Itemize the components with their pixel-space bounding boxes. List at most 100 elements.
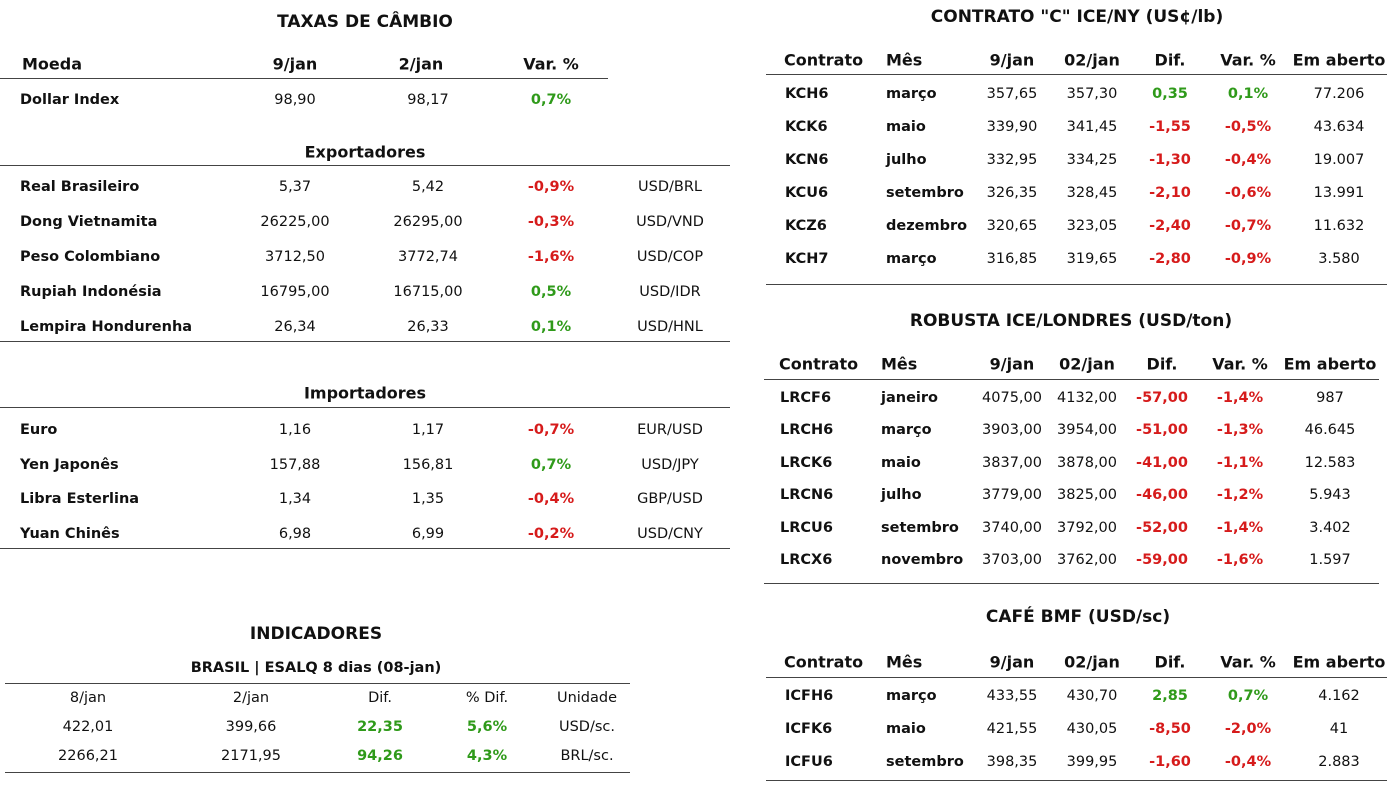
cell: USD/IDR xyxy=(639,284,701,300)
column-header: 9/jan xyxy=(989,50,1035,70)
cell: 156,81 xyxy=(402,456,454,473)
row-label: Dollar Index xyxy=(20,92,120,108)
cell: maio xyxy=(881,454,921,471)
cell: 422,01 xyxy=(62,719,114,735)
cell: março xyxy=(886,688,937,704)
cell: 19.007 xyxy=(1313,152,1365,168)
cell: janeiro xyxy=(881,390,938,406)
row-label: LRCX6 xyxy=(780,552,833,568)
row-label: Rupiah Indonésia xyxy=(20,284,162,300)
cell: maio xyxy=(886,721,926,737)
row-label: Libra Esterlina xyxy=(20,491,140,507)
cell: março xyxy=(886,86,937,102)
cell: -41,00 xyxy=(1136,454,1188,471)
row-label: KCN6 xyxy=(785,152,829,168)
row-label: LRCF6 xyxy=(780,390,832,406)
row-label: Yen Japonês xyxy=(20,456,119,473)
cell: -1,6% xyxy=(1216,552,1264,568)
cell: 4132,00 xyxy=(1057,390,1117,406)
cell: 3740,00 xyxy=(982,519,1042,536)
rule xyxy=(766,284,1387,285)
cell: 1.597 xyxy=(1309,552,1351,568)
cell: 319,65 xyxy=(1066,251,1118,267)
column-header: Dif. xyxy=(368,690,392,706)
cell: -2,10 xyxy=(1149,185,1191,201)
cell: 433,55 xyxy=(986,688,1038,704)
rule xyxy=(0,78,608,79)
cell: 398,35 xyxy=(986,754,1038,770)
section-title: INDICADORES xyxy=(249,624,383,644)
row-label: KCH6 xyxy=(785,86,829,102)
cell: março xyxy=(881,422,932,439)
row-label: ICFU6 xyxy=(785,754,833,770)
cell: 3825,00 xyxy=(1057,487,1117,504)
cell: 98,90 xyxy=(274,92,316,108)
cell: -57,00 xyxy=(1136,390,1188,406)
column-header: 02/jan xyxy=(1059,354,1115,374)
cell: -1,2% xyxy=(1216,487,1264,504)
row-label: Lempira Hondurenha xyxy=(20,319,193,335)
rule xyxy=(766,677,1387,678)
column-header: Mês xyxy=(886,652,923,672)
column-header: Var. % xyxy=(1220,50,1276,70)
group-title: Exportadores xyxy=(304,142,426,162)
cell: -0,6% xyxy=(1224,185,1272,201)
column-header: Dif. xyxy=(1154,50,1186,70)
rule xyxy=(764,583,1379,584)
cell: 3762,00 xyxy=(1057,552,1117,568)
cell: -46,00 xyxy=(1136,487,1188,504)
cell: 12.583 xyxy=(1304,454,1356,471)
cell: -0,4% xyxy=(1224,754,1272,770)
row-label: Real Brasileiro xyxy=(20,179,140,195)
cell: 341,45 xyxy=(1066,119,1118,135)
cell: 316,85 xyxy=(986,251,1038,267)
cell: março xyxy=(886,251,937,267)
cell: -0,3% xyxy=(527,214,575,230)
cell: 0,7% xyxy=(530,456,572,473)
row-label: Euro xyxy=(20,422,58,438)
cell: USD/JPY xyxy=(641,456,699,473)
column-header: Em aberto xyxy=(1292,652,1386,672)
row-label: Yuan Chinês xyxy=(20,525,120,542)
cell: 16715,00 xyxy=(393,284,463,300)
section-title: ROBUSTA ICE/LONDRES (USD/ton) xyxy=(909,311,1233,331)
cell: 320,65 xyxy=(986,218,1038,234)
column-header: 02/jan xyxy=(1064,652,1120,672)
column-header: % Dif. xyxy=(465,690,509,706)
cell: USD/BRL xyxy=(638,179,702,195)
column-header: Em aberto xyxy=(1292,50,1386,70)
cell: -0,9% xyxy=(1224,251,1272,267)
rule xyxy=(0,341,730,342)
cell: 157,88 xyxy=(269,456,321,473)
cell: 421,55 xyxy=(986,721,1038,737)
cell: -0,7% xyxy=(1224,218,1272,234)
cell: 2.883 xyxy=(1318,754,1360,770)
rule xyxy=(0,548,730,549)
cell: 1,16 xyxy=(278,422,312,438)
cell: 3792,00 xyxy=(1057,519,1117,536)
section-title: TAXAS DE CÂMBIO xyxy=(277,12,453,32)
column-header: 02/jan xyxy=(1064,50,1120,70)
cell: USD/HNL xyxy=(637,319,703,335)
cell: 26,33 xyxy=(407,319,449,335)
cell: 13.991 xyxy=(1313,185,1365,201)
cell: 4075,00 xyxy=(982,390,1042,406)
cell: 3.402 xyxy=(1309,519,1351,536)
cell: 3712,50 xyxy=(265,249,325,265)
rule xyxy=(5,683,630,684)
cell: -1,30 xyxy=(1149,152,1191,168)
cell: 357,65 xyxy=(986,86,1038,102)
row-label: LRCH6 xyxy=(780,422,834,439)
cell: 2171,95 xyxy=(221,748,281,764)
cell: 11.632 xyxy=(1313,218,1365,234)
cell: 430,70 xyxy=(1066,688,1118,704)
cell: 41 xyxy=(1329,721,1349,737)
column-header: Unidade xyxy=(556,690,618,706)
rule xyxy=(5,772,630,773)
cell: 3.580 xyxy=(1318,251,1360,267)
cell: -1,4% xyxy=(1216,519,1264,536)
column-header: Dif. xyxy=(1146,354,1178,374)
cell: dezembro xyxy=(886,218,968,234)
cell: 0,1% xyxy=(1227,86,1269,102)
cell: 0,1% xyxy=(530,319,572,335)
